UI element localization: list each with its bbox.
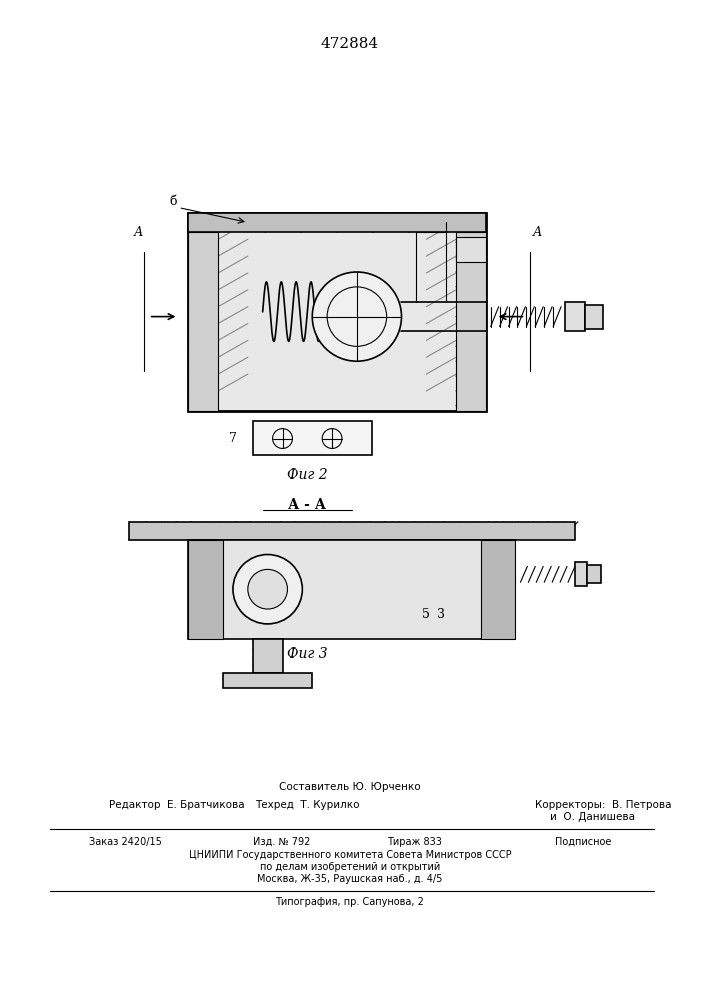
Bar (253, 639, 283, 673)
Text: Тираж 833: Тираж 833 (387, 837, 441, 847)
Circle shape (312, 272, 402, 361)
Text: Редактор  Е. Братчикова: Редактор Е. Братчикова (109, 800, 245, 810)
Text: Фиг 2: Фиг 2 (287, 468, 327, 482)
Text: ЦНИИПИ Государственного комитета Совета Министров СССР: ЦНИИПИ Государственного комитета Совета … (189, 850, 511, 860)
Text: и  О. Данишева: и О. Данишева (550, 812, 635, 822)
Text: Изд. № 792: Изд. № 792 (253, 837, 310, 847)
Bar (456, 232, 486, 411)
Text: Корректоры:  В. Петрова: Корректоры: В. Петрова (535, 800, 672, 810)
Text: А: А (532, 226, 542, 239)
Bar (587, 565, 601, 583)
Text: по делам изобретений и открытий: по делам изобретений и открытий (259, 862, 440, 872)
Bar (253, 421, 372, 455)
Text: А: А (134, 226, 144, 239)
Bar (188, 213, 486, 232)
Bar (129, 522, 575, 540)
Text: Техред  Т. Курилко: Техред Т. Курилко (255, 800, 360, 810)
Text: Москва, Ж-35, Раушская наб., д. 4/5: Москва, Ж-35, Раушская наб., д. 4/5 (257, 874, 443, 884)
Text: Заказ 2420/15: Заказ 2420/15 (89, 837, 162, 847)
Circle shape (233, 555, 303, 624)
Text: 5: 5 (422, 608, 430, 621)
Bar (188, 213, 486, 411)
Circle shape (248, 569, 288, 609)
Bar (481, 540, 515, 639)
Text: Подписное: Подписное (555, 837, 612, 847)
Text: 7: 7 (229, 432, 237, 445)
Bar (188, 232, 218, 411)
Text: 3: 3 (437, 608, 445, 621)
Text: А - А: А - А (288, 498, 327, 512)
Bar (456, 237, 486, 262)
Bar (575, 562, 587, 586)
Text: б: б (170, 195, 177, 208)
Bar (188, 540, 223, 639)
Bar (188, 540, 515, 639)
Text: Составитель Ю. Юрченко: Составитель Ю. Юрченко (279, 782, 421, 792)
Bar (223, 673, 312, 688)
Text: 472884: 472884 (321, 37, 379, 51)
Bar (585, 305, 603, 329)
Text: Типография, пр. Сапунова, 2: Типография, пр. Сапунова, 2 (276, 897, 424, 907)
Bar (565, 302, 585, 331)
Text: Фиг 3: Фиг 3 (287, 647, 327, 661)
